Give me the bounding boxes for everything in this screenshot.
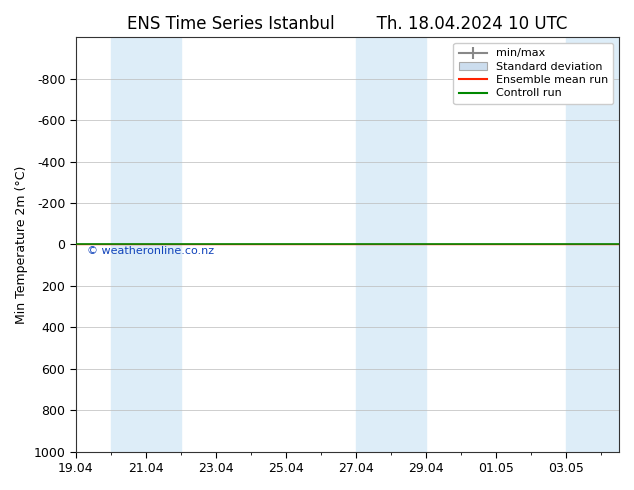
Legend: min/max, Standard deviation, Ensemble mean run, Controll run: min/max, Standard deviation, Ensemble me… [453,43,614,104]
Y-axis label: Min Temperature 2m (°C): Min Temperature 2m (°C) [15,165,28,324]
Bar [111,37,181,452]
Text: © weatheronline.co.nz: © weatheronline.co.nz [87,245,214,256]
Title: ENS Time Series Istanbul        Th. 18.04.2024 10 UTC: ENS Time Series Istanbul Th. 18.04.2024 … [127,15,567,33]
Bar [356,37,426,452]
Bar [566,37,619,452]
